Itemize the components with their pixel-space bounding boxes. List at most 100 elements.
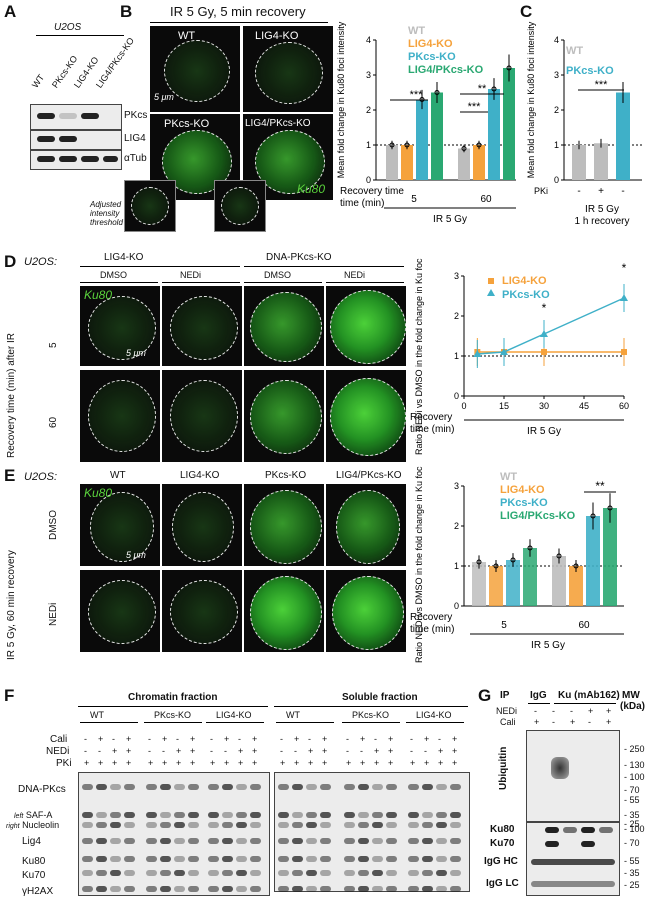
series-line	[477, 297, 625, 355]
blot-g-lower	[526, 822, 620, 896]
blot-band	[292, 870, 303, 876]
blot-band	[436, 812, 447, 818]
blot-band	[208, 870, 219, 876]
nedi-sign: +	[588, 706, 594, 716]
blot-band	[292, 812, 303, 818]
treat-sign: +	[322, 746, 328, 756]
cali-sign: -	[552, 717, 555, 727]
treat-label: Cali	[50, 734, 68, 745]
mw-marker: - 25	[624, 819, 640, 829]
row-label: IgG LC	[486, 878, 519, 889]
nedi-label: NEDi	[496, 706, 518, 716]
mw-marker: - 100	[624, 824, 645, 834]
row-label: Lig4	[22, 836, 41, 847]
x-tick-label: 0	[461, 401, 466, 411]
blot-band	[292, 856, 303, 862]
treat-sign: -	[308, 734, 311, 744]
blot-band	[250, 870, 261, 876]
treat-sign: +	[294, 734, 300, 744]
blot-band	[344, 838, 355, 844]
blot-band	[306, 822, 317, 828]
x-caption: Recovery time	[340, 186, 404, 197]
cali-sign: -	[588, 717, 591, 727]
point	[541, 349, 547, 355]
micrograph-lig4ko: LIG4-KO	[243, 26, 333, 112]
treat-sign: +	[452, 758, 458, 768]
blot-band	[436, 784, 447, 790]
blot-band	[96, 838, 107, 844]
blot-band	[250, 822, 261, 828]
blot-band	[124, 870, 135, 876]
blot-band	[306, 784, 317, 790]
treat-label: NEDi	[180, 270, 202, 280]
blot-band	[358, 784, 369, 790]
treat-sign: +	[126, 758, 132, 768]
treat-label: NEDi	[344, 270, 366, 280]
treat-sign: -	[438, 734, 441, 744]
panel-a-cell: U2OS	[54, 22, 82, 33]
x-tick-label: 45	[579, 401, 589, 411]
x-caption: time (min)	[410, 424, 454, 435]
blot-band	[208, 784, 219, 790]
blot-band	[372, 822, 383, 828]
bar	[503, 68, 515, 180]
bar	[594, 143, 608, 180]
treat-sign: +	[98, 758, 104, 768]
lane-label: LIG4/PKcs-KO	[94, 35, 137, 90]
y-tick-label: 4	[554, 35, 559, 45]
treat-sign: +	[452, 734, 458, 744]
blot-band	[222, 838, 233, 844]
blot-band	[358, 886, 369, 892]
point	[540, 330, 548, 337]
blot-band	[222, 812, 233, 818]
treat-sign: -	[346, 746, 349, 756]
col-label: PKcs-KO	[265, 470, 307, 481]
group-label: WT	[90, 710, 104, 720]
blot-band	[188, 812, 199, 818]
blot-band	[208, 812, 219, 818]
blot-band	[422, 886, 433, 892]
treat-sign: -	[112, 734, 115, 744]
y-tick-label: 2	[366, 105, 371, 115]
mw-marker: - 130	[624, 760, 645, 770]
micrograph-e	[244, 570, 324, 652]
y-tick-label: 0	[366, 175, 371, 185]
group-label: WT	[286, 710, 300, 720]
treat-sign: +	[294, 758, 300, 768]
blot-band	[124, 856, 135, 862]
treat-sign: -	[360, 746, 363, 756]
sig-mark: ***	[595, 79, 609, 91]
point	[607, 505, 613, 511]
treat-sign: -	[162, 746, 165, 756]
sig-mark: ***	[410, 89, 424, 101]
y-axis-label: Mean fold change in Ku80 foci intensity	[526, 21, 536, 178]
treat-sign: -	[294, 746, 297, 756]
treat-sign: +	[252, 734, 258, 744]
treat-sign: +	[322, 734, 328, 744]
blot-band	[278, 886, 289, 892]
mw-label: MW	[622, 690, 640, 701]
sig-mark: **	[595, 479, 605, 493]
pki-tick: -	[621, 186, 624, 197]
blot-band	[82, 784, 93, 790]
blot-band	[250, 812, 261, 818]
panel-b-letter: B	[120, 2, 133, 21]
blot-band	[436, 856, 447, 862]
legend-entry: LIG4-KO	[408, 38, 453, 50]
mw-marker: - 250	[624, 744, 645, 754]
treat-sign: -	[410, 746, 413, 756]
treat-sign: +	[84, 758, 90, 768]
blot-band	[408, 838, 419, 844]
treat-sign: +	[126, 746, 132, 756]
treat-sign: +	[360, 758, 366, 768]
blot-band	[408, 856, 419, 862]
blot-band	[110, 822, 121, 828]
scale-bar: 5 μm	[126, 348, 146, 358]
blot-band	[208, 856, 219, 862]
blot-band	[96, 812, 107, 818]
bar	[569, 566, 583, 606]
row-label: LIG4	[124, 133, 146, 144]
treat-sign: -	[280, 734, 283, 744]
treat-sign: +	[388, 746, 394, 756]
point	[590, 513, 596, 519]
